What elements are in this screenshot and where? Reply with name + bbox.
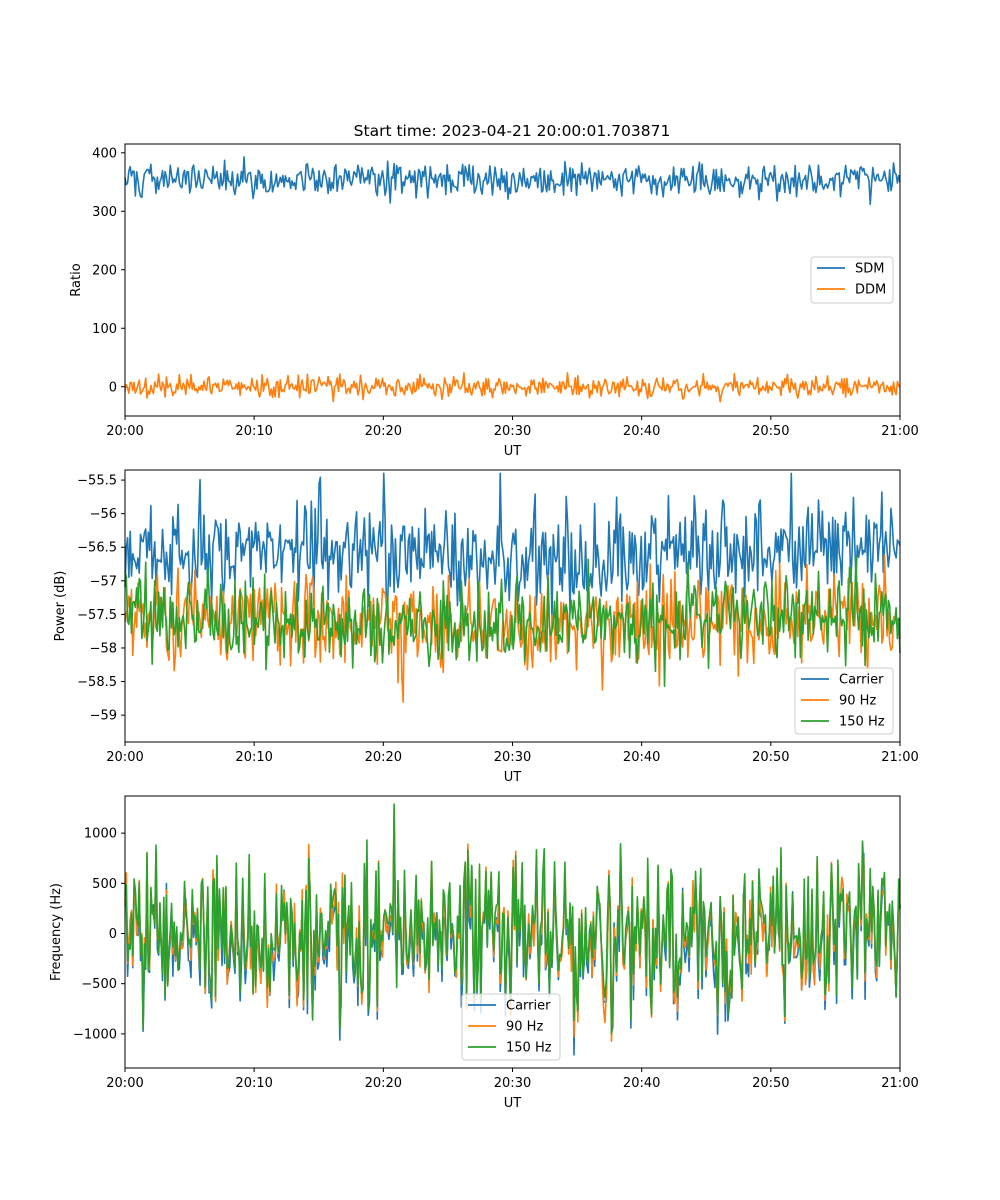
y-tick-label: 200: [92, 263, 117, 278]
series-line-sdm: [124, 156, 901, 206]
x-axis-label: UT: [504, 1096, 522, 1111]
y-axis-label: Frequency (Hz): [49, 883, 64, 981]
chart-panel-3: 20:00 20:10 20:20 20:30 20:40 20:50 21:00 −1000…: [49, 795, 919, 1111]
legend-frame: [461, 993, 561, 1061]
x-tick-label: 20:30: [494, 424, 531, 439]
x-tick-label: 20:20: [365, 424, 402, 439]
x-tick-label: 20:50: [752, 424, 789, 439]
legend-entry: SDM: [855, 262, 884, 277]
legend: SDM DDM: [810, 256, 894, 304]
y-axis-label: Ratio: [69, 263, 84, 296]
x-tick-label: 20:00: [106, 750, 143, 765]
x-tick-label: 20:40: [623, 750, 660, 765]
legend-frame: [794, 667, 894, 735]
y-tick-label: 0: [109, 380, 117, 395]
y-tick-label: −58: [90, 641, 117, 656]
x-tick-label: 21:00: [881, 1076, 918, 1091]
legend-entry: 150 Hz: [839, 715, 885, 730]
x-tick-label: 20:40: [623, 424, 660, 439]
legend-entry: 150 Hz: [506, 1041, 552, 1056]
y-tick-label: −56.5: [77, 541, 117, 556]
y-tick-label: −500: [81, 977, 117, 992]
x-tick-label: 20:10: [235, 424, 272, 439]
y-tick-label: 0: [109, 927, 117, 942]
x-tick-label: 20:10: [235, 1076, 272, 1091]
x-tick-label: 20:10: [235, 750, 272, 765]
legend-entry: 90 Hz: [839, 694, 876, 709]
x-tick-label: 20:50: [752, 750, 789, 765]
y-tick-label: −55.5: [77, 474, 117, 489]
series-line-ddm: [124, 372, 901, 403]
y-tick-label: 400: [92, 146, 117, 161]
x-tick-label: 20:30: [494, 750, 531, 765]
x-tick-label: 20:40: [623, 1076, 660, 1091]
x-tick-label: 21:00: [881, 750, 918, 765]
x-tick-label: 20:50: [752, 1076, 789, 1091]
x-axis-label: UT: [504, 770, 522, 785]
x-axis-label: UT: [504, 444, 522, 459]
y-tick-label: −1000: [73, 1027, 117, 1042]
y-tick-label: −57: [90, 574, 117, 589]
x-tick-label: 20:20: [365, 1076, 402, 1091]
legend-entry: 90 Hz: [506, 1020, 543, 1035]
x-tick-label: 20:00: [106, 424, 143, 439]
y-tick-label: 1000: [84, 827, 117, 842]
x-tick-label: 20:30: [494, 1076, 531, 1091]
series-line-150-hz: [124, 803, 901, 1035]
x-tick-label: 20:20: [365, 750, 402, 765]
y-tick-label: −56: [90, 507, 117, 522]
legend-entry: Carrier: [839, 673, 884, 688]
figure-title: Start time: 2023-04-21 20:00:01.703871: [354, 122, 671, 140]
y-tick-label: 100: [92, 322, 117, 337]
legend-entry: Carrier: [506, 999, 551, 1014]
y-tick-label: −59: [90, 709, 117, 724]
chart-panel-1: 20:00 20:10 20:20 20:30 20:40 20:50 21:00 0 100 2…: [69, 143, 919, 459]
y-tick-label: 300: [92, 205, 117, 220]
legend: Carrier 90 Hz 150 Hz: [461, 993, 561, 1061]
y-tick-label: −58.5: [77, 675, 117, 690]
x-tick-label: 21:00: [881, 424, 918, 439]
legend: Carrier 90 Hz 150 Hz: [794, 667, 894, 735]
y-axis-label: Power (dB): [53, 571, 68, 642]
chart-panel-2: 20:00 20:10 20:20 20:30 20:40 20:50 21:00 −59 −5…: [53, 469, 919, 785]
series-line-150-hz: [124, 555, 901, 687]
x-tick-label: 20:00: [106, 1076, 143, 1091]
y-tick-label: −57.5: [77, 608, 117, 623]
series-line-carrier: [124, 472, 901, 622]
legend-entry: DDM: [855, 283, 886, 298]
y-tick-label: 500: [92, 877, 117, 892]
